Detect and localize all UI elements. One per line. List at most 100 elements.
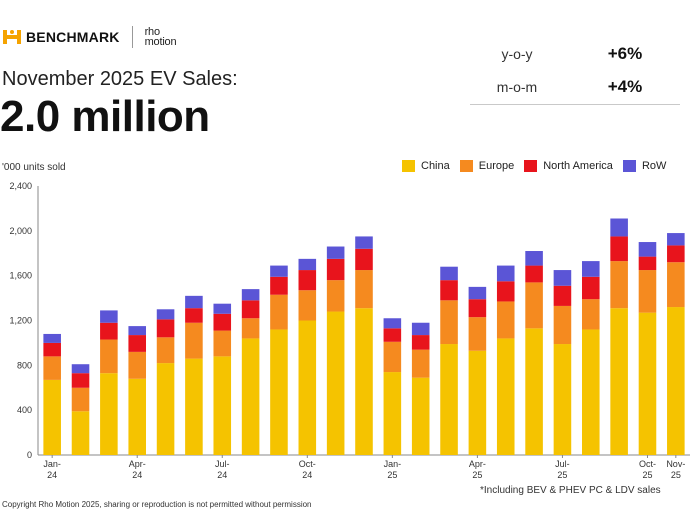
legend-label: North America bbox=[543, 160, 613, 172]
legend-label: China bbox=[421, 160, 450, 172]
bar-segment-europe bbox=[185, 322, 203, 359]
bar-segment-europe bbox=[43, 356, 61, 380]
x-tick-label: Jan-24 bbox=[43, 459, 61, 480]
bar-segment-row bbox=[383, 318, 402, 329]
chart-legend: China Europe North America RoW bbox=[402, 160, 676, 172]
bar-segment-north-america bbox=[326, 258, 345, 281]
rho-motion-line2: motion bbox=[144, 36, 177, 48]
bar-segment-north-america bbox=[440, 280, 458, 301]
logo-divider bbox=[131, 26, 133, 48]
bar-segment-europe bbox=[383, 341, 402, 373]
bar-segment-europe bbox=[355, 270, 373, 309]
bar-segment-row bbox=[128, 326, 147, 336]
y-tick-label: 2,000 bbox=[9, 226, 32, 236]
units-label: '000 units sold bbox=[2, 162, 66, 173]
x-tick-label-line2: 24 bbox=[302, 470, 312, 480]
stacked-bar-chart: 04008001,2001,6002,0002,400Jan-24Apr-24J… bbox=[9, 181, 690, 480]
legend-item-north-america: North America bbox=[524, 160, 613, 172]
bar-segment-row bbox=[581, 261, 600, 277]
bar-segment-china bbox=[270, 329, 288, 455]
bar-segment-china bbox=[43, 379, 61, 455]
bar-segment-north-america bbox=[298, 270, 317, 291]
bar-segment-north-america bbox=[496, 281, 515, 302]
legend-item-row: RoW bbox=[622, 160, 666, 172]
bar-segment-china bbox=[185, 358, 203, 455]
x-tick-label-line2: 25 bbox=[387, 470, 397, 480]
stat-label: m-o-m bbox=[496, 79, 538, 95]
x-tick-label: Oct-25 bbox=[639, 459, 656, 480]
bar-segment-north-america bbox=[270, 276, 288, 295]
bar-segment-europe bbox=[638, 270, 657, 313]
bar-segment-europe bbox=[326, 280, 345, 312]
bar-segment-row bbox=[185, 295, 203, 309]
x-tick-label-line1: Apr- bbox=[129, 459, 146, 469]
bar-segment-north-america bbox=[383, 328, 402, 342]
x-tick-label: Apr-25 bbox=[469, 459, 486, 480]
bar-segment-north-america bbox=[667, 245, 685, 263]
x-tick-label-line2: 25 bbox=[671, 470, 681, 480]
bar-segment-europe bbox=[553, 305, 572, 345]
x-tick-label-line1: Jan- bbox=[384, 459, 402, 469]
x-tick-label-line2: 24 bbox=[217, 470, 227, 480]
bar-segment-north-america bbox=[241, 300, 260, 319]
bar-segment-china bbox=[581, 329, 600, 455]
bar-segment-north-america bbox=[156, 319, 175, 338]
benchmark-logo-icon bbox=[2, 27, 22, 47]
bar-segment-europe bbox=[156, 337, 175, 364]
bar-segment-europe bbox=[411, 349, 430, 378]
bar-segment-china bbox=[355, 308, 373, 455]
bar-segment-row bbox=[241, 289, 260, 301]
bar-segment-row bbox=[496, 265, 515, 282]
bar-segment-china bbox=[525, 328, 543, 455]
stat-value: +6% bbox=[607, 44, 643, 63]
bar-segment-row bbox=[270, 265, 288, 277]
x-tick-label-line2: 25 bbox=[642, 470, 652, 480]
bar-segment-europe bbox=[128, 351, 147, 379]
y-tick-label: 2,400 bbox=[9, 181, 32, 191]
stat-label: y-o-y bbox=[501, 46, 533, 62]
y-tick-label: 1,600 bbox=[9, 271, 32, 281]
bar-segment-china bbox=[326, 311, 345, 455]
bar-segment-north-america bbox=[128, 335, 147, 352]
bar-segment-row bbox=[610, 218, 628, 237]
bar-segment-europe bbox=[610, 261, 628, 309]
bar-segment-china bbox=[156, 363, 175, 455]
legend-swatch bbox=[459, 160, 473, 172]
x-tick-label-line1: Jul- bbox=[215, 459, 230, 469]
bar-segment-china bbox=[71, 411, 90, 455]
bar-segment-row bbox=[355, 236, 373, 249]
stat-row-yoy: y-o-y +6% bbox=[470, 44, 680, 68]
bar-segment-europe bbox=[667, 262, 685, 308]
bar-segment-north-america bbox=[638, 256, 657, 271]
bar-segment-china bbox=[553, 344, 572, 455]
x-tick-label: Apr-24 bbox=[129, 459, 146, 480]
y-tick-label: 0 bbox=[27, 450, 32, 460]
x-tick-label: Jul-24 bbox=[215, 459, 230, 480]
bar-segment-row bbox=[525, 251, 543, 266]
y-tick-label: 800 bbox=[17, 360, 32, 370]
bar-segment-row bbox=[553, 270, 572, 286]
rho-motion-line1: rho bbox=[144, 26, 161, 38]
y-tick-label: 1,200 bbox=[9, 316, 32, 326]
bar-segment-north-america bbox=[468, 299, 487, 318]
x-tick-label-line1: Nov- bbox=[666, 459, 685, 469]
bar-segment-europe bbox=[298, 290, 317, 321]
x-tick-label: Jan-25 bbox=[384, 459, 402, 480]
bar-segment-row bbox=[411, 322, 430, 336]
bar-segment-china bbox=[440, 344, 458, 455]
bar-segment-europe bbox=[525, 282, 543, 329]
brand-name: BENCHMARK bbox=[26, 29, 120, 45]
bar-segment-china bbox=[468, 350, 487, 455]
stats-divider bbox=[470, 104, 680, 105]
bar-segment-china bbox=[298, 320, 317, 455]
bar-segment-north-america bbox=[43, 342, 61, 357]
x-tick-label-line1: Apr- bbox=[469, 459, 486, 469]
legend-swatch bbox=[622, 160, 636, 172]
bar-segment-row bbox=[440, 266, 458, 281]
legend-label: Europe bbox=[478, 160, 515, 172]
bar-segment-europe bbox=[71, 387, 90, 412]
x-tick-label-line1: Oct- bbox=[299, 459, 316, 469]
bar-segment-row bbox=[71, 364, 90, 374]
bar-segment-china bbox=[100, 373, 118, 455]
bar-segment-europe bbox=[581, 299, 600, 330]
